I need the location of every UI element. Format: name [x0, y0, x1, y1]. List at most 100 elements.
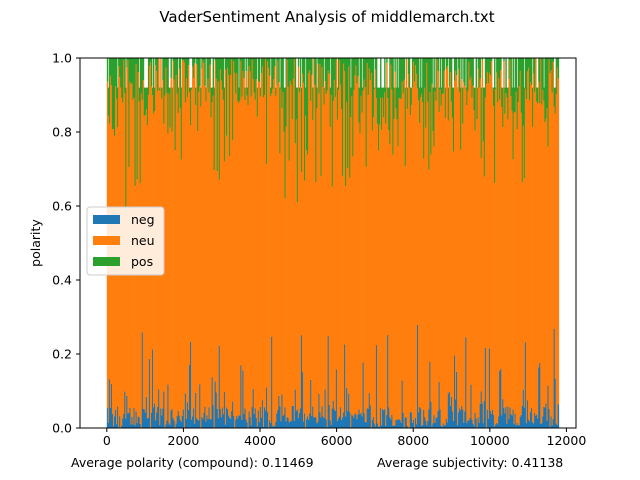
bar-neg — [481, 403, 484, 428]
bar-pos — [422, 58, 424, 103]
bar-neu — [290, 84, 293, 422]
bar-neg — [354, 413, 356, 428]
bar-neu — [398, 98, 400, 420]
bar-neu — [486, 71, 489, 410]
bar-neu — [266, 163, 268, 388]
bar-pos — [213, 87, 216, 171]
bar-pos — [214, 58, 217, 61]
bar-pos — [358, 87, 360, 123]
bar-neu — [293, 59, 296, 421]
bar-neu — [528, 100, 531, 422]
bar-neu — [240, 60, 242, 366]
bar-pos — [192, 58, 194, 67]
bar-neg — [152, 349, 154, 428]
bar-neu — [525, 98, 528, 424]
bar-neu — [449, 72, 452, 406]
bar-neg — [397, 419, 399, 428]
bar-neu — [218, 179, 221, 346]
bar-neu — [534, 92, 536, 413]
bar-pos — [389, 58, 391, 145]
bar-pos — [107, 87, 110, 116]
bar-pos — [301, 58, 304, 74]
bar-neg — [322, 416, 324, 428]
bar-neg — [535, 415, 537, 428]
bar-pos — [486, 58, 489, 72]
bar-pos — [136, 58, 139, 180]
bar-pos — [427, 58, 429, 102]
bar-neg — [379, 426, 381, 428]
bar-neg — [361, 416, 363, 428]
bar-neg — [167, 384, 169, 428]
bar-neu — [306, 150, 308, 419]
bar-neg — [107, 422, 110, 428]
bar-neu — [523, 178, 526, 408]
bar-pos — [515, 58, 518, 92]
bar-neg — [184, 393, 187, 428]
bar-pos — [169, 87, 171, 128]
y-tick-label: 1.0 — [52, 51, 72, 66]
bar-pos — [242, 58, 244, 71]
bar-pos — [449, 58, 452, 73]
bar-pos — [365, 58, 368, 167]
bar-pos — [489, 58, 492, 76]
bar-neg — [272, 426, 274, 428]
bar-pos — [243, 58, 245, 78]
bar-neu — [394, 71, 396, 426]
bar-neg — [253, 413, 256, 428]
y-axis: 0.0 0.2 0.4 0.6 0.8 1.0 — [52, 51, 80, 436]
bar-pos — [179, 58, 182, 108]
bar-pos — [421, 87, 423, 94]
bar-neg — [496, 422, 498, 428]
bar-pos — [520, 58, 523, 113]
bar-pos — [134, 58, 136, 187]
average-subjectivity-label: Average subjectivity: 0.41138 — [377, 455, 563, 470]
bar-pos — [187, 58, 190, 66]
bar-pos — [348, 58, 350, 67]
bar-pos — [155, 58, 157, 66]
bar-neg — [556, 425, 559, 428]
bar-neu — [485, 83, 488, 428]
bar-pos — [205, 87, 207, 102]
bar-neg — [452, 420, 455, 428]
bar-neu — [514, 111, 517, 414]
bar-neg — [468, 420, 470, 428]
bar-pos — [186, 58, 189, 98]
bar-neg — [294, 389, 297, 428]
bar-neu — [183, 62, 186, 428]
bar-pos — [550, 58, 552, 71]
bar-pos — [172, 58, 174, 61]
bar-neu — [471, 97, 473, 420]
bar-neg — [375, 345, 378, 428]
bar-pos — [111, 58, 114, 130]
bar-neg — [514, 413, 517, 428]
bar-pos — [392, 58, 394, 155]
bar-neu — [247, 105, 249, 428]
bar-pos — [537, 87, 539, 104]
bar-neu — [313, 59, 315, 418]
bar-neg — [170, 410, 172, 428]
bar-neu — [459, 92, 461, 409]
bar-pos — [313, 58, 315, 60]
bar-neg — [148, 358, 151, 428]
bar-neu — [195, 104, 197, 393]
bar-neg — [458, 412, 460, 428]
bar-neu — [372, 117, 375, 417]
bar-pos — [209, 58, 211, 65]
bar-neu — [172, 60, 174, 419]
bar-neu — [202, 60, 204, 420]
bar-neu — [516, 129, 519, 423]
bar-neu — [457, 88, 459, 426]
bar-neg — [490, 413, 493, 428]
bar-neu — [139, 183, 142, 424]
bar-neu — [205, 101, 207, 422]
bar-neu — [543, 100, 545, 407]
bar-neg — [519, 416, 522, 428]
bar-pos — [175, 58, 178, 76]
bar-neu — [371, 130, 374, 420]
bar-pos — [344, 58, 346, 72]
bar-pos — [461, 58, 463, 80]
bar-neg — [204, 406, 206, 428]
bar-neg — [474, 412, 476, 428]
bar-neg — [270, 422, 272, 428]
bar-pos — [258, 58, 261, 83]
